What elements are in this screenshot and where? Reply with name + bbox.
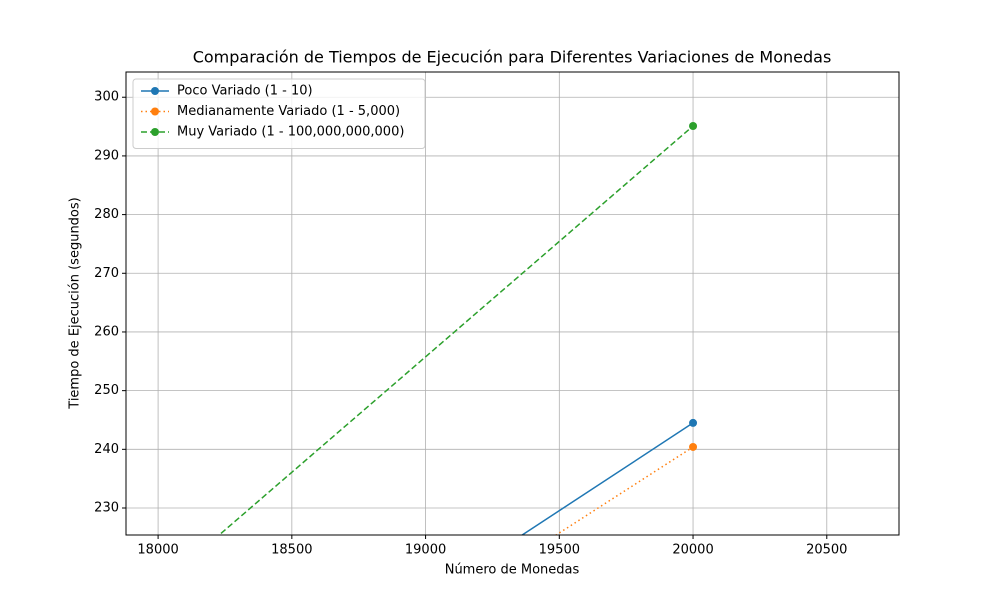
series-line: [218, 125, 694, 535]
y-tick-label: 280: [94, 207, 119, 222]
plot-area: [218, 121, 698, 535]
point: [689, 418, 698, 427]
legend-box: [132, 78, 426, 149]
x-tick-label: 19000: [405, 543, 446, 558]
x-tick-label: 18000: [137, 543, 178, 558]
x-tick-label: 19500: [539, 543, 580, 558]
y-tick-label: 300: [94, 90, 119, 105]
y-axis-label: Tiempo de Ejecución (segundos): [68, 197, 83, 409]
x-tick-label: 20000: [672, 543, 713, 558]
y-tick-label: 240: [94, 442, 119, 457]
legend-marker: [151, 128, 159, 136]
y-tick-label: 250: [94, 383, 119, 398]
y-tick-label: 290: [94, 148, 119, 163]
y-tick-label: 270: [94, 266, 119, 281]
legend-marker: [151, 107, 159, 116]
legend-label: Medianamente Variado (1 - 5,000): [177, 104, 400, 119]
legend-marker: [151, 87, 159, 95]
legend-label: Poco Variado (1 - 10): [177, 84, 313, 99]
y-tick-label: 230: [94, 501, 119, 516]
y-tick-label: 260: [94, 324, 119, 339]
legend-label: Muy Variado (1 - 100,000,000,000): [177, 125, 404, 140]
x-tick-label: 20500: [806, 543, 847, 558]
series-line: [554, 446, 694, 535]
point: [689, 121, 698, 130]
point: [689, 442, 698, 451]
x-tick-label: 18500: [271, 543, 312, 558]
chart-title: Comparación de Tiempos de Ejecución para…: [193, 48, 832, 67]
x-axis-label: Número de Monedas: [445, 563, 580, 578]
plot-frame: [125, 71, 900, 536]
